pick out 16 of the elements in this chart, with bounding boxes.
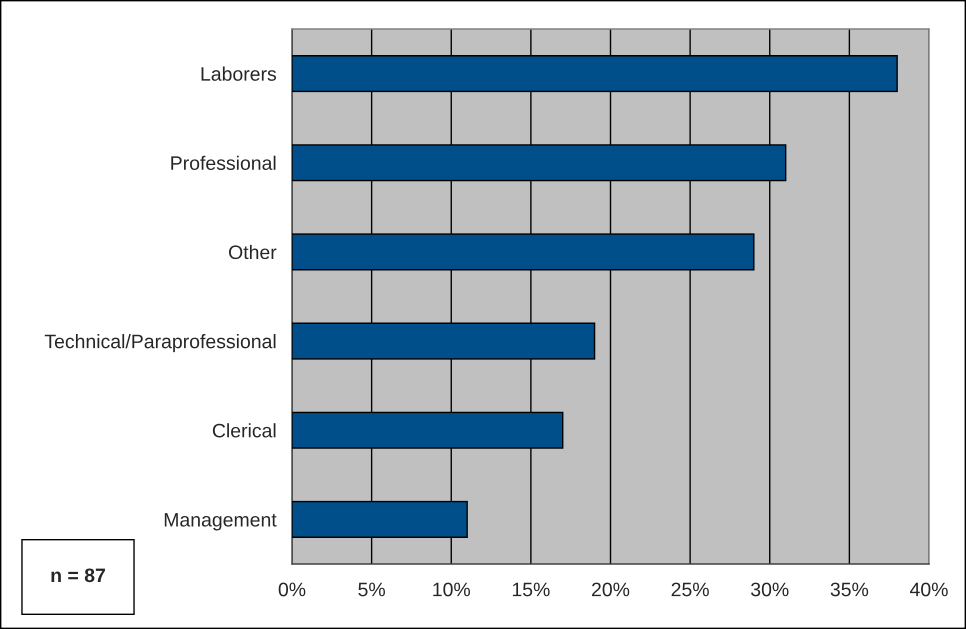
y-tick-label: Professional xyxy=(171,156,276,170)
x-tick-label: 40% xyxy=(910,582,948,596)
x-tick-label: 35% xyxy=(830,582,868,596)
x-tick-label: 30% xyxy=(751,582,789,596)
y-tick-label: Technical/Paraprofessional xyxy=(44,334,276,352)
text: n = 87 xyxy=(51,568,105,582)
x-tick-label: 5% xyxy=(358,582,385,596)
x-tick-label: 0% xyxy=(278,582,306,596)
x-tick-label: 10% xyxy=(433,582,470,596)
y-tick-label: Other xyxy=(229,244,276,260)
y-tick-label: Laborers xyxy=(202,66,276,81)
y-tick-label: Management xyxy=(164,513,277,530)
x-tick-label: 25% xyxy=(672,582,709,596)
x-tick-label: 20% xyxy=(592,582,630,596)
x-tick-label: 15% xyxy=(512,582,550,596)
y-tick-label: Clerical xyxy=(212,423,276,438)
